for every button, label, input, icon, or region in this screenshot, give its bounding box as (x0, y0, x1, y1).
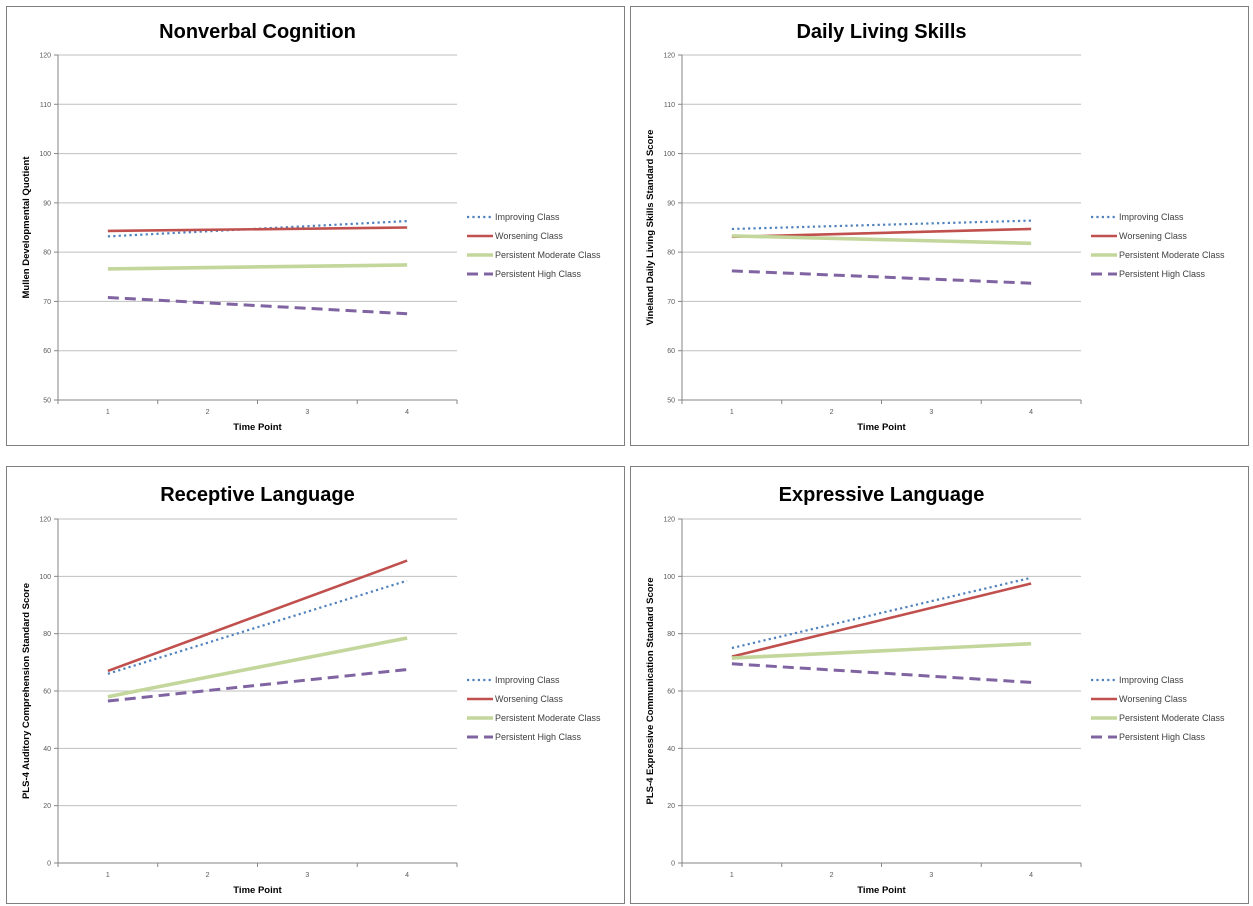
x-tick-label-1: 1 (106, 872, 110, 879)
chart-panel-daily-living-skills: 50 60 70 80 90 100 110 120 1 2 3 4 Daily Living Skil… (630, 6, 1249, 446)
y-axis-label: Mullen Developmental Quotient (21, 156, 32, 299)
x-tick-label-4: 4 (405, 409, 409, 416)
legend-label-improving-class: Improving Class (495, 212, 560, 222)
x-tick-label-4: 4 (1029, 409, 1033, 416)
series-line-improving-class (731, 219, 1032, 231)
x-tick-label-4: 4 (1029, 872, 1033, 879)
x-tick-label-1: 1 (730, 872, 734, 879)
y-tick-label-80: 80 (667, 631, 675, 638)
y-tick-label-80: 80 (43, 631, 51, 638)
y-tick-label-120: 120 (663, 517, 675, 524)
chart-title-expressive-language: Expressive Language (779, 484, 985, 506)
y-tick-label-110: 110 (664, 102, 675, 109)
x-axis-label: Time Point (233, 422, 282, 433)
y-tick-label-90: 90 (43, 200, 51, 207)
chart-svg-nonverbal-cognition: 50 60 70 80 90 100 110 120 1 2 3 4 Nonverbal Cogniti… (21, 21, 601, 433)
x-tick-label-2: 2 (206, 409, 210, 416)
series-line-worsening-class (107, 226, 408, 233)
series-line-improving-class (107, 579, 408, 675)
y-tick-label-60: 60 (667, 348, 675, 355)
legend-label-improving-class: Improving Class (495, 675, 560, 685)
legend-label-persistent-moderate-class: Persistent Moderate Class (1119, 250, 1225, 260)
series-line-persistent-moderate-class (107, 263, 408, 271)
chart-panel-expressive-language: 0 20 40 60 80 100 120 1 2 3 4 Expressive Language Ti… (630, 466, 1249, 904)
legend-label-improving-class: Improving Class (1119, 675, 1184, 685)
chart-panel-receptive-language: 0 20 40 60 80 100 120 1 2 3 4 Receptive Language Tim… (6, 466, 625, 904)
chart-svg-receptive-language: 0 20 40 60 80 100 120 1 2 3 4 Receptive Language Tim… (21, 484, 601, 896)
y-tick-label-20: 20 (667, 803, 675, 810)
y-tick-label-120: 120 (663, 53, 675, 60)
y-tick-label-20: 20 (43, 803, 51, 810)
legend-label-persistent-high-class: Persistent High Class (1119, 269, 1206, 279)
chart-title-receptive-language: Receptive Language (160, 484, 355, 506)
y-tick-label-110: 110 (40, 102, 51, 109)
x-tick-label-3: 3 (929, 872, 933, 879)
y-tick-label-100: 100 (663, 574, 675, 581)
x-tick-label-3: 3 (305, 872, 309, 879)
chart-svg-expressive-language: 0 20 40 60 80 100 120 1 2 3 4 Expressive Language Ti… (645, 484, 1225, 896)
x-tick-label-3: 3 (305, 409, 309, 416)
y-tick-label-120: 120 (39, 517, 51, 524)
y-tick-label-70: 70 (43, 299, 51, 306)
x-tick-label-2: 2 (830, 409, 834, 416)
legend-label-persistent-high-class: Persistent High Class (495, 269, 582, 279)
series-line-persistent-high-class (107, 668, 408, 703)
legend-label-worsening-class: Worsening Class (1119, 231, 1187, 241)
y-tick-label-100: 100 (39, 574, 51, 581)
y-tick-label-60: 60 (43, 348, 51, 355)
y-tick-label-50: 50 (43, 398, 51, 405)
y-tick-label-50: 50 (667, 398, 675, 405)
series-line-persistent-high-class (731, 269, 1032, 285)
legend-label-persistent-moderate-class: Persistent Moderate Class (495, 250, 601, 260)
legend-label-persistent-high-class: Persistent High Class (495, 732, 582, 742)
x-axis-label: Time Point (233, 885, 282, 896)
x-tick-label-3: 3 (929, 409, 933, 416)
x-tick-label-2: 2 (830, 872, 834, 879)
y-axis-label: PLS-4 Auditory Comprehension Standard Sc… (21, 583, 32, 799)
legend-label-worsening-class: Worsening Class (1119, 694, 1187, 704)
series-line-persistent-moderate-class (731, 234, 1032, 246)
series-line-worsening-class (731, 582, 1032, 658)
y-tick-label-80: 80 (667, 250, 675, 257)
y-tick-label-60: 60 (667, 689, 675, 696)
x-tick-label-1: 1 (106, 409, 110, 416)
chart-svg-daily-living-skills: 50 60 70 80 90 100 110 120 1 2 3 4 Daily Living Skil… (645, 21, 1225, 433)
legend-label-worsening-class: Worsening Class (495, 231, 563, 241)
series-line-persistent-high-class (731, 662, 1032, 684)
series-line-persistent-moderate-class (731, 641, 1032, 660)
x-tick-label-1: 1 (730, 409, 734, 416)
legend-label-persistent-moderate-class: Persistent Moderate Class (1119, 713, 1225, 723)
y-tick-label-0: 0 (671, 861, 675, 868)
y-axis-label: PLS-4 Expressive Communication Standard … (645, 577, 656, 804)
x-axis-label: Time Point (857, 885, 906, 896)
legend-label-persistent-high-class: Persistent High Class (1119, 732, 1206, 742)
y-tick-label-0: 0 (47, 861, 51, 868)
legend-label-improving-class: Improving Class (1119, 212, 1184, 222)
y-tick-label-40: 40 (667, 746, 675, 753)
x-axis-label: Time Point (857, 422, 906, 433)
legend-label-worsening-class: Worsening Class (495, 694, 563, 704)
y-tick-label-80: 80 (43, 250, 51, 257)
y-tick-label-100: 100 (663, 151, 675, 158)
chart-panel-nonverbal-cognition: 50 60 70 80 90 100 110 120 1 2 3 4 Nonverbal Cogniti… (6, 6, 625, 446)
series-line-persistent-moderate-class (107, 636, 408, 699)
chart-title-nonverbal-cognition: Nonverbal Cognition (159, 21, 356, 43)
series-line-worsening-class (107, 559, 408, 673)
series-line-improving-class (731, 576, 1032, 650)
x-tick-label-2: 2 (206, 872, 210, 879)
x-tick-label-4: 4 (405, 872, 409, 879)
series-line-persistent-high-class (107, 295, 408, 316)
legend-label-persistent-moderate-class: Persistent Moderate Class (495, 713, 601, 723)
chart-title-daily-living-skills: Daily Living Skills (796, 21, 966, 43)
y-axis-label: Vineland Daily Living Skills Standard Sc… (645, 130, 656, 326)
series-line-improving-class (107, 219, 408, 238)
y-tick-label-40: 40 (43, 746, 51, 753)
y-tick-label-120: 120 (39, 53, 51, 60)
y-tick-label-100: 100 (39, 151, 51, 158)
y-tick-label-90: 90 (667, 200, 675, 207)
y-tick-label-70: 70 (667, 299, 675, 306)
y-tick-label-60: 60 (43, 689, 51, 696)
